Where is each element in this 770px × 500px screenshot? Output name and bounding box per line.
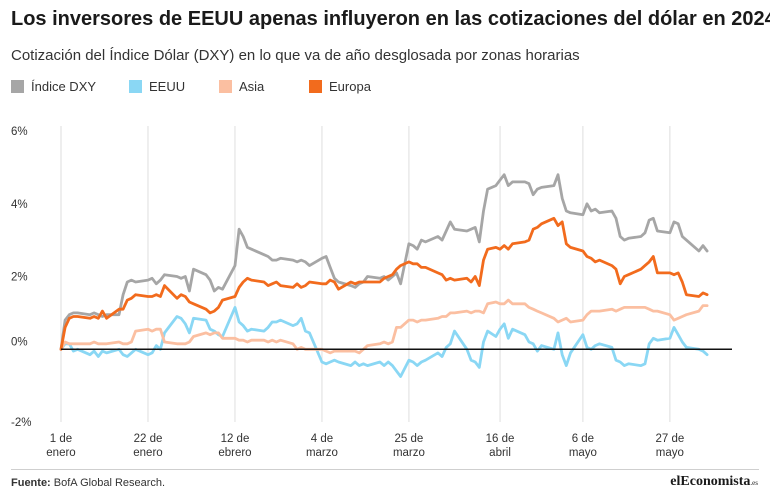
x-tick-label-4-line1: 4 de [311,433,333,445]
series-line-4 [59,216,709,351]
legend-label: Europa [329,79,371,94]
x-tick-label-2-line1: 22 de [134,433,163,445]
legend-swatch [11,80,24,93]
x-tick-label-6-line2: abril [489,447,511,459]
x-tick-label-4-line2: marzo [306,447,338,459]
x-tick-label-7-line2: mayo [569,447,597,459]
legend-item: Índice DXY [11,79,129,94]
x-tick-label-3-line1: 12 de [221,433,250,445]
legend-label: Asia [239,79,265,94]
legend-item: Europa [309,79,399,94]
x-tick-label-5-line2: marzo [393,447,425,459]
source-text: BofA Global Research. [50,477,166,489]
x-tick-label-8-line1: 27 de [655,433,684,445]
line-chart: 1 de enero 22 de enero 12 de ebrero 4 de marzo 2… [11,126,732,459]
source-note: Fuente: BofA Global Research. [11,477,165,489]
footer-divider [11,469,759,470]
brand-logo: elEconomista.es [670,474,758,490]
brand-part-3: .es [750,479,758,487]
x-tick-label-1-line1: 1 de [50,433,72,445]
x-tick-label-7-line1: 6 de [572,433,594,445]
brand-part-1: el [670,474,681,489]
legend-label: Índice DXY [31,79,97,94]
x-tick-label-1-line2: enero [46,447,75,459]
x-tick-label-5-line1: 25 de [395,433,424,445]
legend-swatch [219,80,232,93]
chart-subtitle: Cotización del Índice Dólar (DXY) en lo … [11,47,580,64]
series-line-3 [59,298,709,355]
x-tick-label-8-line2: mayo [656,447,684,459]
legend-item: EEUU [129,79,219,94]
y-tick-label: 0% [11,336,28,348]
x-tick-label-6-line1: 16 de [486,433,515,445]
y-tick-label: 6% [11,126,28,138]
series-line-2 [59,306,709,378]
brand-part-2: Economista [680,474,751,489]
x-tick-label-3-line2: ebrero [218,447,251,459]
legend-swatch [129,80,142,93]
y-tick-label: 4% [11,199,28,211]
legend-item: Asia [219,79,309,94]
chart-title: Los inversores de EEUU apenas influyeron… [11,8,770,30]
y-tick-label: 2% [11,272,28,284]
x-tick-label-2-line2: enero [133,447,162,459]
series-line-1 [59,173,709,351]
y-tick-label: -2% [11,417,31,429]
legend-swatch [309,80,322,93]
legend-label: EEUU [149,79,186,94]
chart-legend: Índice DXY EEUU Asia Europa [11,79,399,94]
source-label: Fuente: [11,477,51,489]
